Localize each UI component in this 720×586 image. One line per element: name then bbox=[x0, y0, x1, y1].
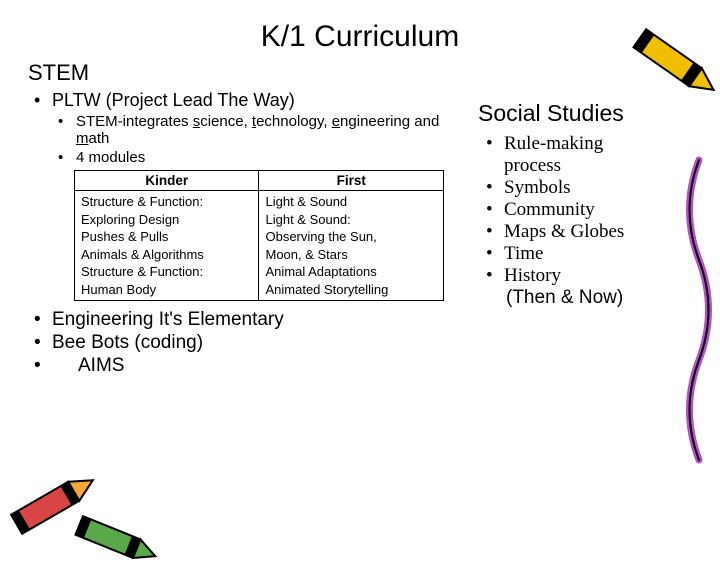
integrates-item: STEM-integrates science, technology, eng… bbox=[52, 113, 468, 147]
modules-table: Kinder First Structure & Function: Explo… bbox=[74, 170, 444, 301]
integrates-trest: echnology, bbox=[256, 113, 332, 130]
first-line: Observing the Sun, bbox=[265, 228, 437, 246]
integrates-mrest: ath bbox=[89, 130, 110, 147]
first-line: Animated Storytelling bbox=[265, 281, 437, 299]
aims-item: AIMS bbox=[28, 355, 468, 377]
td-first: Light & Sound Light & Sound: Observing t… bbox=[259, 191, 444, 301]
social-item: Community bbox=[478, 199, 688, 221]
social-item: Maps & Globes bbox=[478, 221, 688, 243]
social-list: Rule-making process Symbols Community Ma… bbox=[478, 133, 688, 287]
stem-extra-list: Engineering It's Elementary Bee Bots (co… bbox=[28, 309, 468, 377]
first-line: Light & Sound bbox=[265, 193, 437, 211]
crayon-yellow-icon bbox=[612, 12, 720, 112]
stem-list: PLTW (Project Lead The Way) STEM-integra… bbox=[28, 90, 468, 166]
th-first: First bbox=[259, 171, 444, 191]
integrates-pre: STEM-integrates bbox=[76, 113, 193, 130]
pltw-item: PLTW (Project Lead The Way) STEM-integra… bbox=[28, 90, 468, 166]
table-header-row: Kinder First bbox=[75, 171, 444, 191]
modules-item: 4 modules bbox=[52, 149, 468, 166]
beebots-item: Bee Bots (coding) bbox=[28, 332, 468, 354]
pltw-sublist: STEM-integrates science, technology, eng… bbox=[52, 113, 468, 166]
integrates-erest: ngineering and bbox=[340, 113, 439, 130]
integrates-m: m bbox=[76, 130, 89, 147]
rule-line2: process bbox=[504, 155, 561, 176]
th-kinder: Kinder bbox=[75, 171, 259, 191]
then-now: (Then & Now) bbox=[478, 287, 688, 309]
kinder-line: Pushes & Pulls bbox=[81, 228, 252, 246]
stem-heading: STEM bbox=[28, 60, 468, 86]
first-line: Animal Adaptations bbox=[265, 263, 437, 281]
kinder-line: Animals & Algorithms bbox=[81, 246, 252, 264]
integrates-srest: cience, bbox=[200, 113, 252, 130]
kinder-line: Human Body bbox=[81, 281, 252, 299]
social-item-rule: Rule-making process bbox=[478, 133, 688, 177]
engineering-item: Engineering It's Elementary bbox=[28, 309, 468, 331]
crayon-purple-icon bbox=[674, 150, 720, 470]
pltw-label: PLTW (Project Lead The Way) bbox=[52, 90, 295, 110]
rule-line1: Rule-making bbox=[504, 133, 603, 154]
integrates-e: e bbox=[332, 113, 340, 130]
social-item: Symbols bbox=[478, 177, 688, 199]
kinder-line: Structure & Function: bbox=[81, 263, 252, 281]
social-item: History bbox=[478, 265, 688, 287]
first-line: Moon, & Stars bbox=[265, 246, 437, 264]
kinder-line: Exploring Design bbox=[81, 211, 252, 229]
kinder-line: Structure & Function: bbox=[81, 193, 252, 211]
crayon-green-icon bbox=[60, 496, 170, 586]
first-line: Light & Sound: bbox=[265, 211, 437, 229]
left-column: STEM PLTW (Project Lead The Way) STEM-in… bbox=[28, 60, 468, 378]
social-item: Time bbox=[478, 243, 688, 265]
aims-text: AIMS bbox=[78, 355, 124, 376]
td-kinder: Structure & Function: Exploring Design P… bbox=[75, 191, 259, 301]
table-row: Structure & Function: Exploring Design P… bbox=[75, 191, 444, 301]
